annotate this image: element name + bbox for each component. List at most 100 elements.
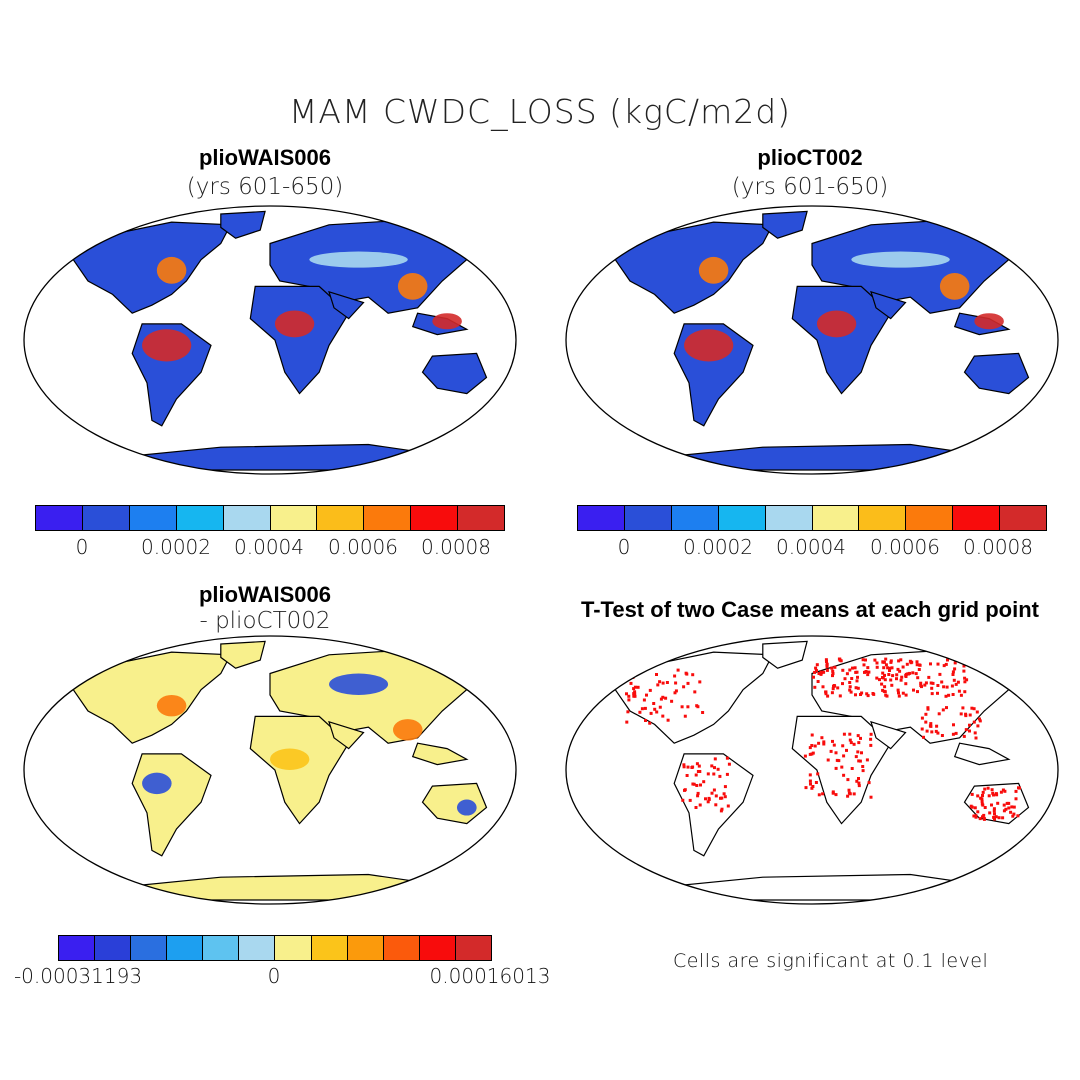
significant-cell [915,660,919,664]
landmass-greenland [220,210,266,239]
significant-cell [1014,797,1018,801]
significant-cell [857,781,861,785]
significant-cell [693,690,697,694]
map-border [565,635,1059,905]
significant-cell [714,803,718,807]
significant-cell [831,672,835,676]
significant-cell [826,758,830,762]
significant-cell [856,675,859,679]
landmass-arabia [328,290,365,320]
significant-cell [908,671,912,675]
significant-cell [889,678,893,682]
significant-cell [912,688,915,692]
significant-cell [875,665,879,669]
significant-cell [699,783,702,787]
significant-cell [681,798,685,802]
significant-cell [846,794,850,798]
landmass-antarctica [112,443,443,471]
significant-cell [981,794,984,797]
significant-cell [813,670,817,674]
significant-cell [885,694,889,698]
significant-cell [803,754,807,758]
significant-cell [658,705,662,709]
significant-cell [854,755,858,759]
significant-cell [834,751,838,755]
significant-cell [856,750,860,754]
significant-cell [642,698,646,702]
colorbar-swatch [859,506,907,530]
significant-cell [861,769,865,773]
value-region [142,329,192,362]
significant-cell [822,742,826,746]
colorbar-swatch [167,936,204,960]
significant-cell [881,688,885,692]
significant-cell [990,788,994,792]
significant-cell [930,686,934,690]
significant-cell [951,670,955,674]
colorbar-top-left-tick: 0.0002 [141,535,211,559]
landmass-australia [421,782,488,825]
significant-cell [848,668,852,672]
landmass-antarctica [112,873,443,901]
significant-cell [649,711,653,715]
significant-cell [953,661,957,665]
significant-cell [931,681,935,685]
significant-cell [834,766,838,770]
significant-cell [852,792,856,796]
significant-cell [929,662,932,666]
significant-cell [914,672,918,676]
significant-cell [813,744,817,748]
significant-cell [698,803,702,807]
significant-cell [704,797,707,801]
map-top-right [565,205,1059,475]
significant-cell [661,714,665,718]
significant-cell [963,676,967,680]
significant-cell [917,668,921,671]
landmass-northAmerica [614,651,774,744]
significant-cell [895,673,899,677]
value-region [329,673,389,695]
significant-cell [629,681,633,685]
significant-cell [937,712,941,716]
significant-cell [976,810,980,814]
significant-cell [686,705,690,709]
significant-cell [824,692,828,696]
significant-cell [916,690,919,694]
significant-cell [968,723,971,727]
significant-cell [855,779,859,783]
significant-cell [918,663,922,667]
significant-cell [929,722,933,726]
significant-cell [867,670,871,674]
value-region [939,273,970,300]
significant-cell [652,702,656,705]
significant-cell [701,711,705,714]
significant-cell [832,684,836,687]
significant-cell [979,796,983,800]
significant-cell [626,710,630,714]
significant-cell [825,665,829,669]
significant-cell [878,678,881,682]
significant-cell [1012,805,1016,809]
significant-cell [696,791,700,795]
significant-cell [836,686,840,690]
significant-cell [862,663,866,667]
significant-cell [901,665,905,669]
map-top-left [23,205,517,475]
significant-cell [1005,801,1009,805]
significant-cell [716,767,720,771]
significant-cell [808,752,812,756]
significant-cell [670,699,674,703]
panel-subtitle-top-left: (yrs 601-650) [186,174,344,200]
significant-cell [659,697,663,701]
significant-cell [929,724,933,728]
significant-cell [873,658,877,662]
significant-cell [1011,814,1015,818]
significant-cell [972,707,976,711]
significant-cell [959,712,963,716]
significant-cell [924,712,928,716]
significant-cell [822,670,826,674]
significant-cell [848,792,852,796]
significant-cell [831,674,834,678]
significant-cell [965,678,969,682]
significant-cell [980,799,984,803]
